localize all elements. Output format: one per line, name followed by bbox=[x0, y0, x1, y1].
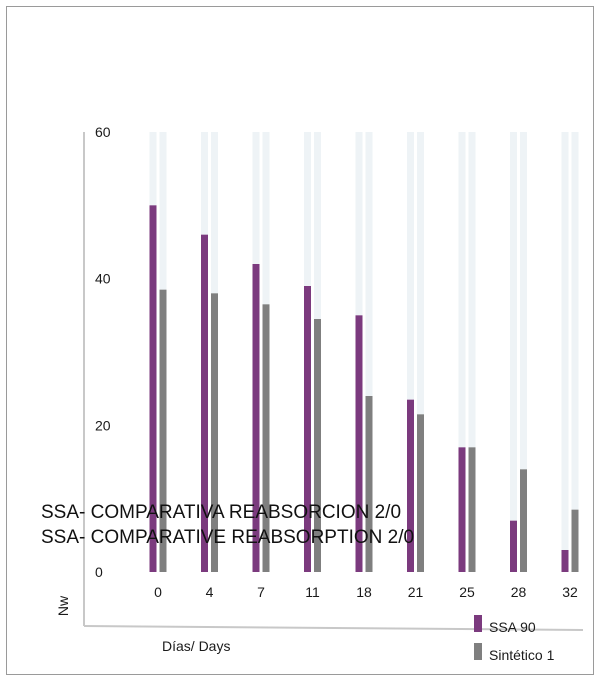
bar-sintetico-1-4 bbox=[211, 293, 218, 572]
x-tick-label: 28 bbox=[511, 584, 527, 600]
y-axis-label: Nw bbox=[55, 595, 71, 616]
x-axis-line bbox=[83, 625, 584, 631]
legend-label: Sintético 1 bbox=[489, 647, 555, 663]
x-axis-label: Días/ Days bbox=[162, 638, 230, 654]
background-bar bbox=[458, 132, 466, 572]
background-bar bbox=[407, 132, 414, 572]
background-bar bbox=[417, 132, 424, 572]
chart-frame bbox=[6, 6, 594, 675]
bar-sintetico-1-0 bbox=[159, 289, 167, 572]
legend-swatch bbox=[474, 643, 482, 660]
background-bar bbox=[520, 132, 527, 572]
bar-sintetico-1-21 bbox=[417, 414, 424, 572]
bar-ssa-90-32 bbox=[561, 550, 569, 572]
background-bar bbox=[561, 132, 569, 572]
legend: SSA 90 Sintético 1 bbox=[474, 615, 555, 663]
x-tick-label: 18 bbox=[356, 584, 372, 600]
chart-title-line-1: SSA- COMPARATIVA REABSORCION 2/0 bbox=[41, 502, 401, 523]
x-tick-label: 7 bbox=[257, 584, 265, 600]
y-tick-label: 40 bbox=[95, 271, 111, 287]
bar-ssa-90-11 bbox=[304, 286, 311, 572]
legend-swatch bbox=[474, 615, 482, 632]
bar-sintetico-1-32 bbox=[571, 509, 579, 572]
y-tick-label: 20 bbox=[95, 417, 111, 433]
x-tick-label: 25 bbox=[459, 584, 475, 600]
bar-ssa-90-25 bbox=[458, 447, 466, 572]
bar-ssa-90-18 bbox=[355, 315, 363, 572]
bar-ssa-90-4 bbox=[201, 234, 208, 572]
y-tick-label: 60 bbox=[95, 124, 111, 140]
background-bar bbox=[571, 132, 579, 572]
bar-ssa-90-0 bbox=[149, 205, 157, 573]
chart-title-line-2: SSA- COMPARATIVE REABSORPTION 2/0 bbox=[41, 527, 414, 548]
bar-sintetico-1-18 bbox=[365, 396, 373, 572]
background-bar bbox=[468, 132, 476, 572]
bar-ssa-90-28 bbox=[510, 520, 517, 572]
legend-label: SSA 90 bbox=[489, 619, 536, 635]
bar-sintetico-1-11 bbox=[314, 319, 321, 572]
x-tick-label: 0 bbox=[154, 584, 162, 600]
bar-sintetico-1-7 bbox=[262, 304, 270, 572]
y-tick-label: 0 bbox=[95, 564, 103, 580]
x-tick-label: 11 bbox=[305, 584, 320, 600]
x-tick-label: 32 bbox=[562, 584, 578, 600]
background-bar bbox=[365, 132, 373, 572]
x-tick-label: 4 bbox=[206, 584, 214, 600]
bar-ssa-90-21 bbox=[407, 399, 414, 572]
bar-ssa-90-7 bbox=[252, 264, 260, 572]
bar-sintetico-1-25 bbox=[468, 447, 476, 572]
background-bar bbox=[510, 132, 517, 572]
x-tick-label: 21 bbox=[408, 584, 424, 600]
bar-sintetico-1-28 bbox=[520, 469, 527, 572]
